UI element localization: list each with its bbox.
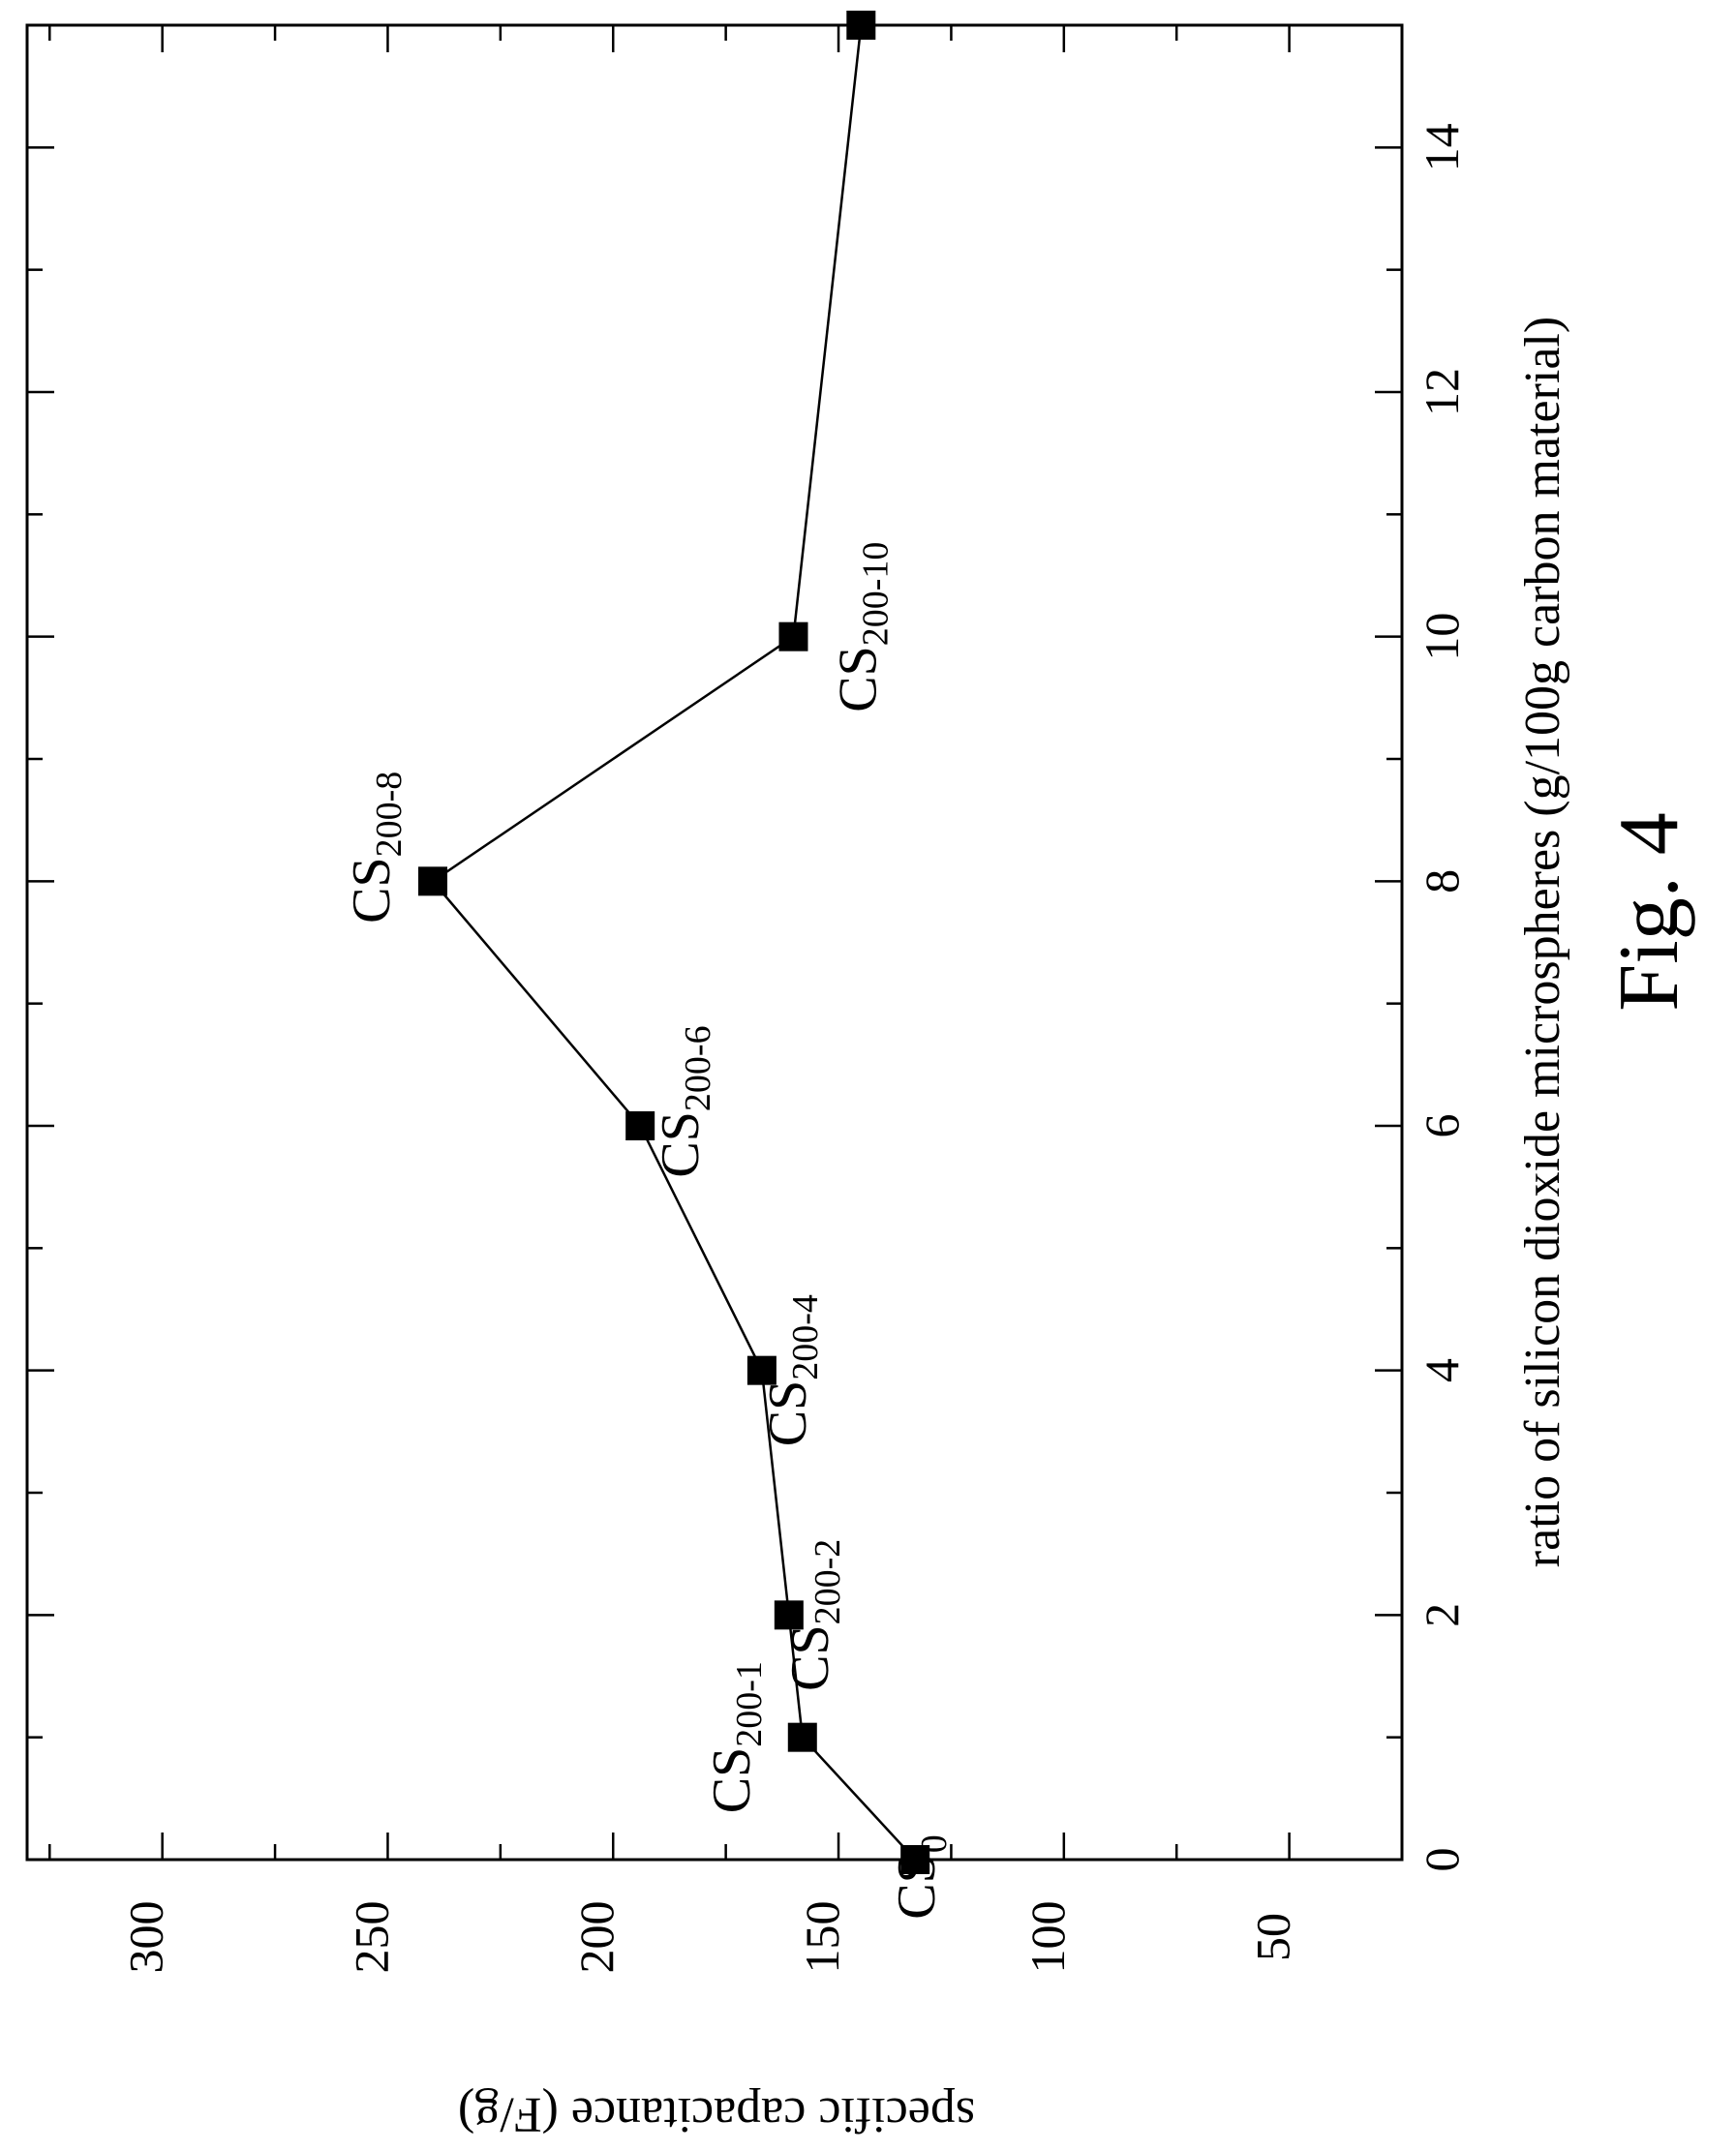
series-line <box>431 24 917 1861</box>
data-point-marker <box>900 1845 930 1874</box>
data-point-marker <box>846 11 876 40</box>
y-tick-label: 300 <box>119 1901 173 1974</box>
point-label: CS200-1 <box>702 1661 770 1813</box>
data-point-marker <box>787 1722 817 1752</box>
data-point-marker <box>774 1600 804 1630</box>
data-point-marker <box>746 1355 777 1385</box>
x-tick-label: 4 <box>1415 1358 1469 1382</box>
x-axis-label: ratio of silicon dioxide microspheres (g… <box>1515 317 1570 1567</box>
axis-ticks: 0 2 4 6 8 10 12 14 50 100 150 200 250 300 <box>27 23 1469 1974</box>
x-tick-label: 0 <box>1415 1848 1469 1872</box>
y-tick-label: 150 <box>795 1901 849 1974</box>
x-tick-label: 2 <box>1415 1603 1469 1627</box>
series-group <box>418 11 930 1874</box>
point-label: CS0 <box>887 1834 955 1920</box>
x-tick-label: 8 <box>1415 869 1469 894</box>
data-point-marker <box>778 621 808 651</box>
y-axis-label: specific capacitance (F/g) <box>458 2087 975 2142</box>
y-tick-label: 50 <box>1246 1913 1300 1961</box>
data-point-marker <box>418 866 448 896</box>
point-label: CS200-6 <box>651 1025 718 1177</box>
point-label: CS200-2 <box>780 1539 848 1691</box>
point-label: CS200-8 <box>342 772 410 924</box>
plot-frame <box>25 23 1404 1862</box>
point-label: CS200-10 <box>828 542 896 712</box>
x-tick-label: 10 <box>1415 613 1469 661</box>
figure-caption: Fig. 4 <box>1602 812 1696 1011</box>
x-tick-label: 12 <box>1415 368 1469 416</box>
data-point-marker <box>625 1111 655 1140</box>
point-label: CS200-4 <box>758 1294 826 1446</box>
x-tick-label: 14 <box>1415 123 1469 171</box>
y-tick-label: 250 <box>344 1901 398 1974</box>
y-tick-label: 100 <box>1020 1901 1075 1974</box>
y-tick-label: 200 <box>569 1901 624 1974</box>
x-tick-label: 6 <box>1415 1114 1469 1138</box>
